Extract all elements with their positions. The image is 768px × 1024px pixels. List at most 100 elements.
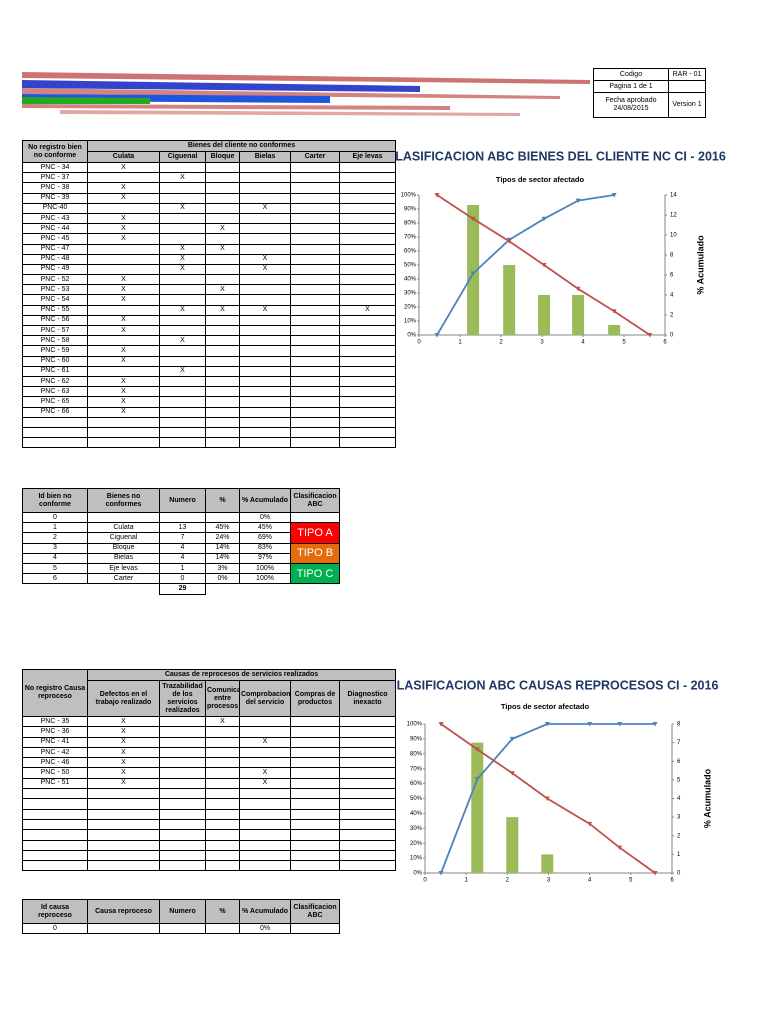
cell (239, 365, 291, 377)
cell (338, 715, 397, 728)
header-cell: Numero (159, 899, 206, 924)
cell (87, 583, 160, 594)
cell (22, 849, 88, 862)
cell: RAR - 01 (668, 68, 706, 81)
cell (239, 375, 291, 388)
cell: PNC - 66 (22, 406, 88, 418)
cell (205, 192, 240, 204)
cell: PNC - 48 (22, 253, 88, 265)
cell (290, 715, 340, 728)
cell: 0% (205, 573, 240, 585)
cell (338, 365, 397, 377)
cell (290, 798, 340, 810)
cell (338, 798, 397, 810)
cell (159, 808, 206, 820)
cell (338, 243, 397, 255)
cell (290, 355, 340, 367)
y2-tick-label: 8 (670, 253, 674, 259)
x-tick-label: 5 (629, 878, 633, 884)
cell (338, 345, 397, 357)
cell: X (87, 223, 160, 235)
cell: X (87, 406, 160, 418)
cell (290, 726, 340, 738)
cell: X (159, 263, 206, 276)
header-cell: Carter (290, 151, 340, 163)
header-cell: Culata (87, 151, 160, 163)
cell: X (239, 304, 291, 316)
header-cell: Trazabilidad de los servicios realizados (159, 680, 206, 717)
cell (159, 314, 206, 327)
cell (239, 788, 291, 800)
cell (205, 788, 240, 800)
cell: Carter (87, 573, 160, 585)
cell (22, 798, 88, 810)
cell: PNC - 46 (22, 757, 88, 769)
header-cell: Clasificacion ABC (290, 899, 340, 924)
cell: 0 (22, 511, 88, 524)
cell (87, 788, 160, 800)
empty-row (22, 818, 397, 831)
cell: 7 (159, 532, 206, 544)
cell (239, 757, 291, 769)
row: PNC - 59 X (22, 345, 397, 357)
x-tick-label: 4 (581, 340, 585, 346)
point (587, 821, 593, 827)
cell (338, 375, 397, 388)
cell (159, 375, 206, 388)
cell: 0% (239, 511, 291, 524)
cell (338, 202, 397, 214)
header-row: No registro bien no conforme Bienes del c… (22, 140, 397, 163)
cell: PNC - 60 (22, 355, 88, 367)
header-cell: Bienes del cliente no conformes (86, 140, 397, 152)
cell (338, 223, 397, 235)
cell (159, 386, 206, 398)
row: PNC - 66 X (22, 406, 397, 418)
cell (205, 757, 240, 769)
cell (159, 161, 206, 174)
cell: 100% (239, 562, 291, 575)
cell (159, 829, 206, 841)
cell (205, 335, 240, 347)
cell (159, 511, 206, 524)
row: PNC - 61 X (22, 365, 397, 377)
y2-tick-label: 6 (677, 759, 681, 765)
row: PNC - 43 X (22, 212, 397, 225)
cell: X (87, 757, 160, 769)
cell (87, 416, 160, 428)
cell (290, 223, 340, 235)
row: PNC - 46 X (22, 757, 397, 769)
cell (239, 829, 291, 841)
cell: PNC - 63 (22, 386, 88, 398)
cell (338, 294, 397, 306)
cell: PNC - 49 (22, 263, 88, 276)
cell (338, 324, 397, 337)
header-row: Defectos en el trabajo realizado Trazabil… (23, 680, 397, 717)
cell (239, 223, 291, 235)
row: PNC - 38 X (22, 182, 397, 194)
cell: Bielas (87, 552, 160, 564)
cell: 69% (239, 532, 291, 544)
cell (239, 437, 291, 449)
classification: TIPO A (290, 522, 340, 544)
cell (87, 335, 160, 347)
cell (205, 416, 240, 428)
y-tick-label: 20% (410, 841, 423, 847)
bar (538, 295, 551, 335)
empty-row (22, 849, 397, 862)
point (617, 845, 623, 851)
empty-row (22, 860, 397, 872)
cell: X (87, 233, 160, 245)
cell (239, 243, 291, 255)
y2-tick-label: 5 (677, 777, 681, 783)
cell (159, 715, 206, 728)
cell (239, 284, 291, 296)
cell (205, 263, 240, 276)
point (611, 193, 617, 198)
header-cell: No registro Causa reproceso (22, 669, 88, 717)
chart-title: CLASIFICACION ABC BIENES DEL CLIENTE NC … (386, 149, 726, 163)
cell (338, 406, 397, 418)
y2-tick-label: 2 (677, 833, 681, 839)
cell (338, 355, 397, 367)
row: PNC - 52 X (22, 274, 397, 286)
header-cell: Diagnostico inexacto (338, 680, 397, 717)
